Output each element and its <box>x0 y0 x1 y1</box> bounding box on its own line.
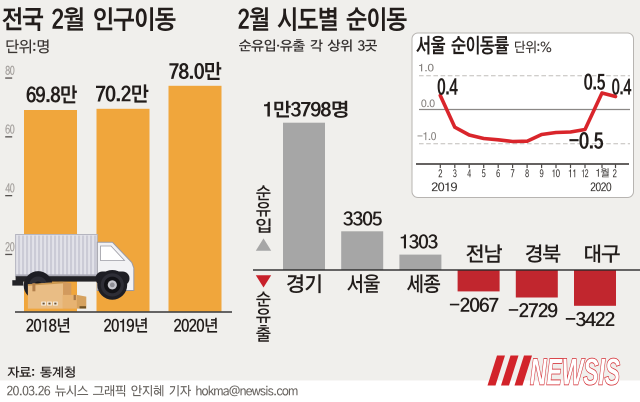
svg-text:NEWSIS: NEWSIS <box>530 352 620 393</box>
